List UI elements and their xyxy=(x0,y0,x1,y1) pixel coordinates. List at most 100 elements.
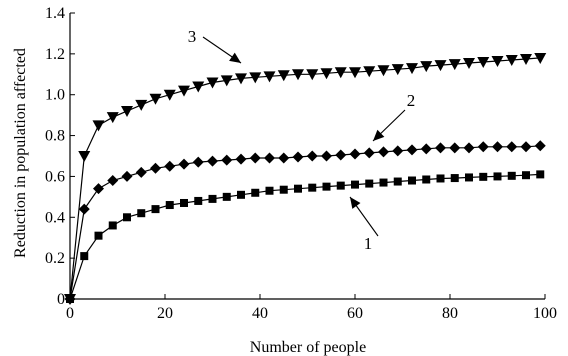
data-point-1 xyxy=(137,209,146,218)
data-point-3 xyxy=(463,58,475,70)
data-point-2 xyxy=(477,141,489,153)
data-point-3 xyxy=(391,64,404,76)
data-point-2 xyxy=(534,140,546,152)
data-point-1 xyxy=(422,175,431,184)
data-point-2 xyxy=(292,151,304,163)
data-point-3 xyxy=(106,112,119,124)
x-tick-label: 0 xyxy=(66,305,74,322)
data-point-3 xyxy=(163,89,176,101)
data-point-3 xyxy=(349,67,361,79)
data-point-3 xyxy=(206,77,219,89)
data-point-2 xyxy=(321,150,332,162)
data-point-2 xyxy=(335,149,347,161)
chart-axes: 0 0.2 0.4 0.6 0.8 1.0 1.2 1.4 0 20 40 60 80 100 xyxy=(45,5,557,322)
y-tick-label: 1.4 xyxy=(45,5,65,22)
data-point-3 xyxy=(448,59,461,71)
series-layer xyxy=(64,52,547,305)
y-tick-label: 1.2 xyxy=(45,46,65,63)
data-point-1 xyxy=(336,181,345,190)
data-point-2 xyxy=(235,153,247,165)
data-point-1 xyxy=(479,172,488,181)
data-point-1 xyxy=(222,192,231,201)
data-point-3 xyxy=(377,65,390,77)
data-point-3 xyxy=(220,75,233,87)
data-point-2 xyxy=(420,143,432,155)
data-point-1 xyxy=(165,201,174,210)
data-point-3 xyxy=(192,81,205,93)
x-tick-label: 80 xyxy=(442,305,458,322)
data-point-1 xyxy=(436,174,445,183)
data-point-2 xyxy=(392,145,404,157)
x-tick-label: 40 xyxy=(252,305,268,322)
data-point-1 xyxy=(450,174,459,183)
data-point-1 xyxy=(251,188,260,197)
data-point-3 xyxy=(334,67,347,79)
data-point-3 xyxy=(78,151,91,162)
data-point-1 xyxy=(393,177,402,186)
data-point-2 xyxy=(150,162,161,174)
data-point-2 xyxy=(221,154,233,166)
data-point-1 xyxy=(322,182,331,191)
data-point-3 xyxy=(306,69,319,81)
data-point-2 xyxy=(306,150,318,162)
y-axis-title: Reduction in population affected xyxy=(12,48,29,258)
x-tick-label: 100 xyxy=(533,305,557,322)
data-point-1 xyxy=(507,171,516,180)
data-point-1 xyxy=(123,213,131,222)
y-tick-label: 0.6 xyxy=(45,168,65,185)
data-point-3 xyxy=(149,93,162,105)
data-point-3 xyxy=(178,85,190,97)
data-point-2 xyxy=(207,155,218,167)
x-tick-label: 60 xyxy=(347,305,363,322)
x-tick-label: 20 xyxy=(157,305,173,322)
data-point-2 xyxy=(107,175,119,187)
series-2 xyxy=(64,140,546,305)
series-3 xyxy=(64,52,547,305)
y-tick-label: 0.4 xyxy=(45,209,65,226)
data-point-1 xyxy=(351,180,359,189)
data-point-3 xyxy=(320,68,333,80)
data-point-3 xyxy=(534,52,547,64)
data-point-2 xyxy=(135,166,147,178)
data-point-3 xyxy=(263,71,276,83)
data-point-1 xyxy=(194,196,203,205)
data-point-3 xyxy=(249,72,262,84)
data-point-3 xyxy=(363,66,376,78)
y-tick-label: 0 xyxy=(57,291,65,308)
y-tick-label: 1.0 xyxy=(45,87,65,104)
data-point-2 xyxy=(378,146,389,158)
data-point-3 xyxy=(477,57,490,69)
data-point-2 xyxy=(435,142,446,154)
data-point-2 xyxy=(492,141,503,153)
data-point-3 xyxy=(434,60,447,72)
data-point-2 xyxy=(520,141,532,153)
annotation-2: 2 xyxy=(372,91,416,142)
data-point-1 xyxy=(180,198,188,207)
series-1 xyxy=(66,170,545,303)
data-point-1 xyxy=(94,231,103,240)
data-point-2 xyxy=(93,183,104,195)
data-point-3 xyxy=(520,53,532,65)
annotation-label-3: 3 xyxy=(188,27,197,46)
data-point-3 xyxy=(121,106,133,118)
data-point-2 xyxy=(278,152,290,164)
data-point-3 xyxy=(491,56,504,68)
data-point-1 xyxy=(365,179,374,188)
data-point-1 xyxy=(208,194,217,203)
series-line-2 xyxy=(69,145,541,300)
data-point-1 xyxy=(265,186,274,195)
y-tick-label: 0.8 xyxy=(45,128,65,145)
data-point-3 xyxy=(277,70,290,82)
data-point-1 xyxy=(465,173,473,182)
annotation-label-2: 2 xyxy=(407,91,416,110)
annotation-arrowhead-3 xyxy=(229,52,241,63)
data-point-3 xyxy=(406,63,418,75)
data-point-1 xyxy=(408,176,416,185)
x-axis-title: Number of people xyxy=(250,339,366,356)
data-point-2 xyxy=(249,152,261,164)
annotation-arrowhead-2 xyxy=(373,129,385,141)
data-point-2 xyxy=(264,152,275,164)
annotation-1: 1 xyxy=(349,196,379,253)
data-point-1 xyxy=(80,252,89,261)
data-point-3 xyxy=(420,61,433,73)
